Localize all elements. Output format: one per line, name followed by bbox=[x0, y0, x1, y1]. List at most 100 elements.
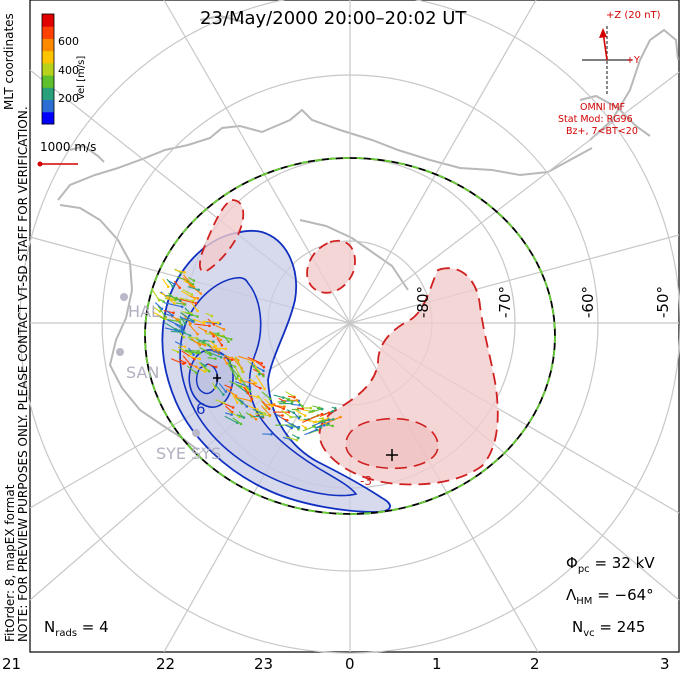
velocity-vector-origin bbox=[261, 415, 264, 418]
velocity-vector bbox=[216, 337, 223, 346]
velocity-vector-origin bbox=[239, 385, 243, 388]
velocity-vector-origin bbox=[208, 324, 211, 328]
velocity-vector-origin bbox=[248, 389, 252, 393]
velocity-vector-origin bbox=[313, 425, 316, 428]
velocity-vector-origin bbox=[339, 415, 342, 419]
velocity-vector-origin bbox=[286, 418, 289, 422]
velocity-vector bbox=[211, 350, 226, 357]
velocity-vector bbox=[308, 408, 322, 414]
velocity-vector bbox=[234, 381, 251, 388]
velocity-vector-origin bbox=[208, 351, 212, 355]
velocity-vector-origin bbox=[322, 420, 325, 423]
potential-min-marker bbox=[213, 374, 221, 382]
velocity-vector-origin bbox=[283, 405, 286, 408]
heppner-maynard-boundary bbox=[144, 157, 556, 515]
velocity-vector-origin bbox=[219, 355, 223, 359]
velocity-vector bbox=[302, 413, 323, 423]
velocity-vector bbox=[261, 405, 271, 416]
velocity-vector bbox=[255, 361, 265, 368]
velocity-vector-origin bbox=[160, 307, 164, 311]
velocity-vector bbox=[193, 318, 205, 324]
velocity-vector bbox=[179, 298, 197, 304]
velocity-vector bbox=[190, 338, 201, 346]
velocity-vector-origin bbox=[320, 412, 324, 416]
velocity-vector-origin bbox=[219, 338, 222, 342]
velocity-vector-origin bbox=[214, 365, 218, 369]
velocity-vector-origin bbox=[255, 408, 259, 411]
velocity-vector-origin bbox=[318, 406, 321, 410]
velocity-vector-origin bbox=[224, 390, 228, 393]
velocity-vector bbox=[254, 412, 270, 417]
velocity-vector-origin bbox=[162, 300, 165, 303]
velocity-vector bbox=[179, 316, 193, 323]
colorbar-tick-400: 400 bbox=[58, 64, 79, 77]
velocity-vector-origin bbox=[295, 398, 299, 402]
velocity-vector-origin bbox=[173, 282, 176, 286]
phi-pc-stat: Φpc = 32 kV bbox=[566, 554, 655, 575]
velocity-vector bbox=[252, 408, 262, 414]
velocity-vector-origin bbox=[183, 345, 187, 348]
velocity-vector bbox=[215, 334, 232, 340]
velocity-vector bbox=[220, 401, 234, 408]
velocity-vector-origin bbox=[198, 357, 201, 361]
velocity-vector-origin bbox=[323, 423, 326, 427]
colorbar-segment bbox=[42, 50, 54, 64]
n-vc-stat: Nvc = 245 bbox=[572, 618, 646, 639]
lambda-hm-stat: ΛHM = −64° bbox=[566, 586, 654, 607]
colorbar-tick-600: 600 bbox=[58, 35, 79, 48]
velocity-vector-origin bbox=[172, 311, 175, 315]
velocity-vector-origin bbox=[260, 362, 263, 365]
velocity-vector-origin bbox=[249, 399, 253, 403]
velocity-vector-origin bbox=[268, 413, 272, 417]
velocity-vector bbox=[179, 297, 194, 302]
velocity-vector-origin bbox=[263, 387, 266, 391]
velocity-vector-origin bbox=[195, 365, 198, 369]
reference-vector bbox=[37, 161, 78, 167]
velocity-vector bbox=[304, 429, 317, 436]
velocity-vector-origin bbox=[262, 365, 266, 369]
velocity-vector bbox=[227, 362, 236, 368]
velocity-vector-origin bbox=[171, 314, 174, 317]
velocity-vector bbox=[264, 398, 273, 407]
velocity-vector-origin bbox=[194, 301, 198, 305]
velocity-vector-origin bbox=[207, 343, 210, 347]
velocity-vector-origin bbox=[331, 409, 335, 413]
imf-condition: Bz+, 7<BT<20 bbox=[566, 126, 638, 137]
map-frame bbox=[29, 0, 680, 653]
velocity-vector bbox=[239, 399, 248, 407]
mlt-tick-2: 2 bbox=[530, 655, 540, 673]
velocity-vector-origin bbox=[265, 406, 268, 410]
velocity-vector-origin bbox=[262, 374, 265, 378]
velocity-vector bbox=[319, 412, 330, 417]
velocity-vector-origin bbox=[216, 321, 220, 324]
velocity-vector bbox=[208, 332, 219, 335]
velocity-vector bbox=[237, 355, 254, 362]
velocity-vector bbox=[167, 319, 183, 328]
velocity-vector bbox=[177, 346, 191, 355]
velocity-vector bbox=[199, 347, 211, 354]
velocity-vector-origin bbox=[203, 364, 207, 368]
velocity-vector bbox=[174, 323, 183, 330]
velocity-vector-origin bbox=[320, 407, 324, 411]
velocity-vector-origin bbox=[180, 305, 184, 309]
mlt-tick-1: 1 bbox=[432, 655, 442, 673]
velocity-vector-origin bbox=[196, 297, 200, 300]
velocity-vector-origin bbox=[191, 282, 195, 286]
velocity-vector bbox=[234, 366, 242, 380]
velocity-vector-origin bbox=[217, 332, 220, 335]
colorbar-segment bbox=[42, 62, 54, 76]
velocity-vector bbox=[175, 302, 186, 305]
velocity-vector-origin bbox=[182, 335, 186, 339]
velocity-vector-origin bbox=[180, 327, 184, 331]
velocity-vector-origin bbox=[188, 362, 192, 366]
velocity-vector bbox=[251, 363, 264, 372]
velocity-vector-origin bbox=[217, 349, 221, 352]
radar-site-markers bbox=[116, 293, 200, 437]
velocity-vector-origin bbox=[171, 285, 174, 288]
velocity-vector-origin bbox=[162, 317, 166, 321]
velocity-vector bbox=[273, 394, 284, 399]
colorbar-segment bbox=[42, 87, 54, 101]
velocity-vector-origin bbox=[332, 417, 335, 421]
imf-y-label: +Y bbox=[626, 55, 640, 66]
velocity-vector-origin bbox=[196, 309, 199, 313]
